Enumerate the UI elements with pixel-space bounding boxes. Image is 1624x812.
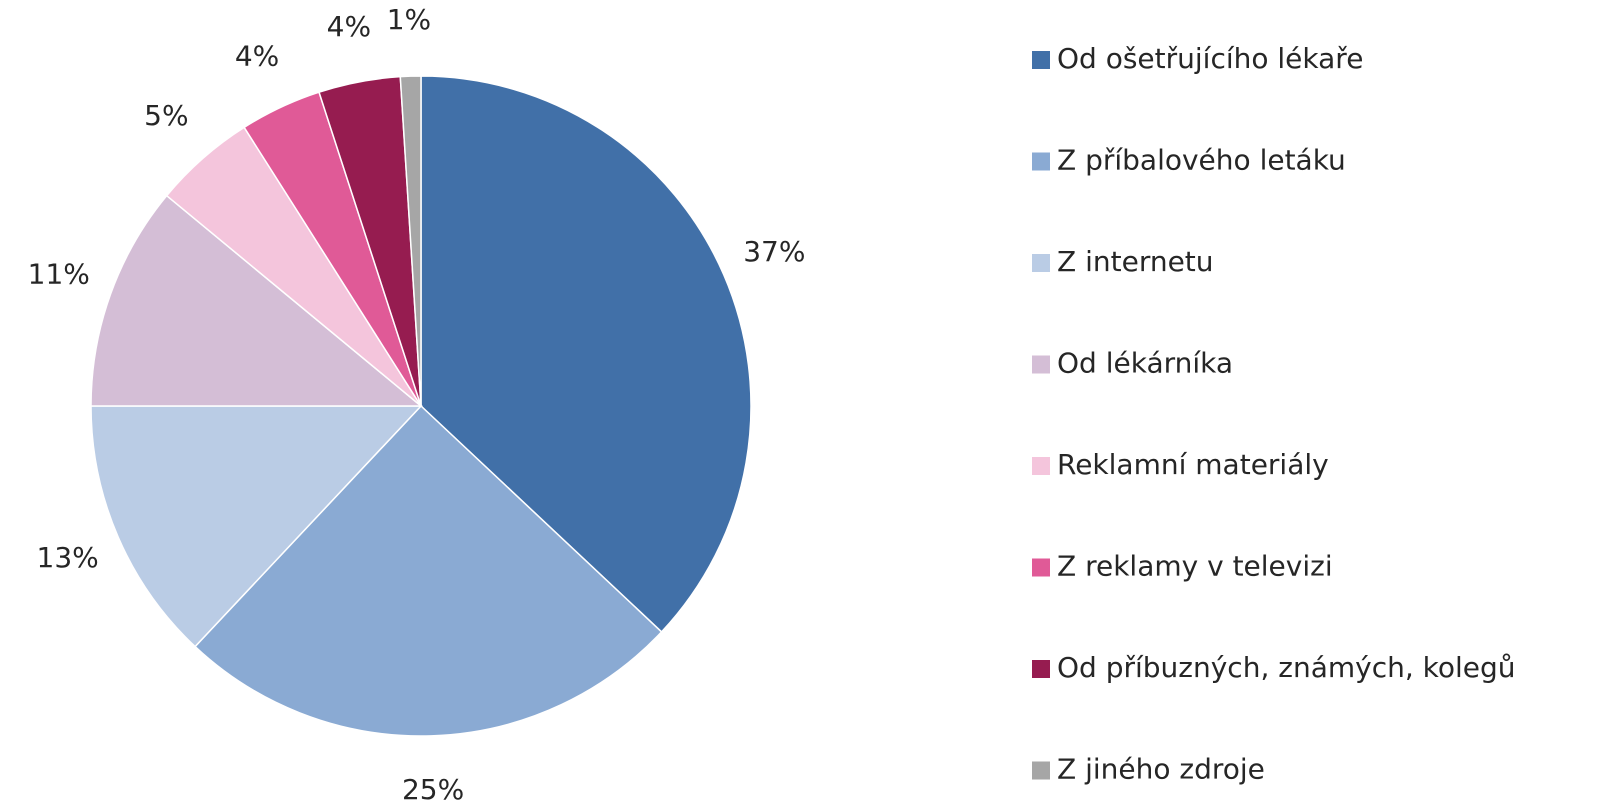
slice	[194, 404, 663, 737]
legend-label: Od příbuzných, známých, kolegů	[1057, 651, 1516, 684]
legend-label: Z jiného zdroje	[1057, 753, 1265, 786]
data-label: 4%	[235, 40, 279, 73]
legend-swatch	[1032, 558, 1050, 577]
data-label: 13%	[37, 541, 99, 574]
legend-swatch	[1032, 152, 1050, 171]
slice	[420, 75, 752, 633]
data-label: 11%	[28, 258, 90, 291]
legend-label: Z reklamy v televizi	[1057, 550, 1333, 583]
legend-swatch	[1032, 355, 1050, 374]
data-label: 1%	[387, 3, 431, 36]
legend-swatch	[1032, 761, 1050, 780]
legend-label: Reklamní materiály	[1057, 448, 1329, 481]
legend-label: Od lékárníka	[1057, 347, 1233, 380]
slice	[399, 75, 422, 407]
legend-swatch	[1032, 254, 1050, 272]
legend-swatch	[1032, 51, 1050, 69]
slice	[90, 194, 424, 407]
slice	[90, 405, 423, 648]
data-label: 37%	[743, 235, 805, 268]
data-label: 4%	[327, 10, 371, 43]
legend-label: Od ošetřujícího lékaře	[1057, 42, 1363, 75]
legend-label: Z internetu	[1057, 245, 1214, 278]
legend-label: Z příbalového letáku	[1057, 144, 1346, 177]
legend-swatch	[1032, 660, 1050, 678]
legend-swatch	[1032, 457, 1050, 475]
data-label: 5%	[144, 99, 188, 132]
data-label: 25%	[402, 773, 464, 806]
